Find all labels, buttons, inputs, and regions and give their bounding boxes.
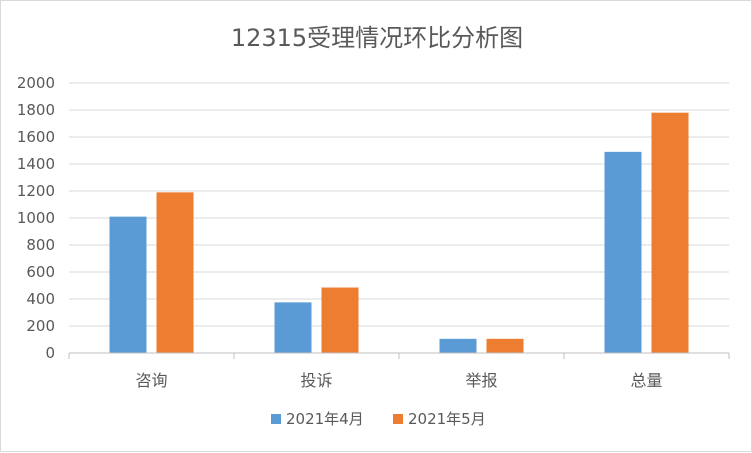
category-label: 咨询 (135, 371, 167, 390)
bar (604, 151, 642, 353)
chart-title: 12315受理情况环比分析图 (231, 24, 523, 52)
legend-swatch (393, 414, 403, 424)
x-axis (68, 352, 730, 359)
y-tick-label: 800 (26, 236, 55, 254)
y-tick-label: 400 (26, 290, 55, 308)
category-label: 总量 (630, 371, 662, 390)
y-tick-label: 1200 (17, 182, 55, 200)
y-tick-label: 2000 (17, 74, 55, 92)
y-tick-label: 1400 (17, 155, 55, 173)
bar (651, 112, 689, 353)
category-labels: 咨询 投诉 举报 总量 (135, 371, 662, 390)
bar (109, 216, 147, 353)
legend: 2021年4月 2021年5月 (271, 410, 486, 428)
bars (109, 112, 689, 353)
bar (321, 287, 359, 353)
legend-label: 2021年4月 (286, 410, 364, 428)
bar (156, 192, 194, 353)
y-axis-ticks: 0 200 400 600 800 1000 1200 1400 1600 1800 2000 (17, 74, 55, 362)
legend-label: 2021年5月 (408, 410, 486, 428)
y-tick-label: 1800 (17, 101, 55, 119)
y-tick-label: 200 (26, 317, 55, 335)
y-tick-label: 1000 (17, 209, 55, 227)
bar (274, 302, 312, 353)
legend-swatch (271, 414, 281, 424)
category-label: 举报 (465, 371, 497, 390)
y-tick-label: 0 (45, 344, 55, 362)
y-tick-label: 1600 (17, 128, 55, 146)
y-tick-label: 600 (26, 263, 55, 281)
category-label: 投诉 (300, 371, 332, 390)
bar (439, 338, 477, 353)
bar (486, 338, 524, 353)
